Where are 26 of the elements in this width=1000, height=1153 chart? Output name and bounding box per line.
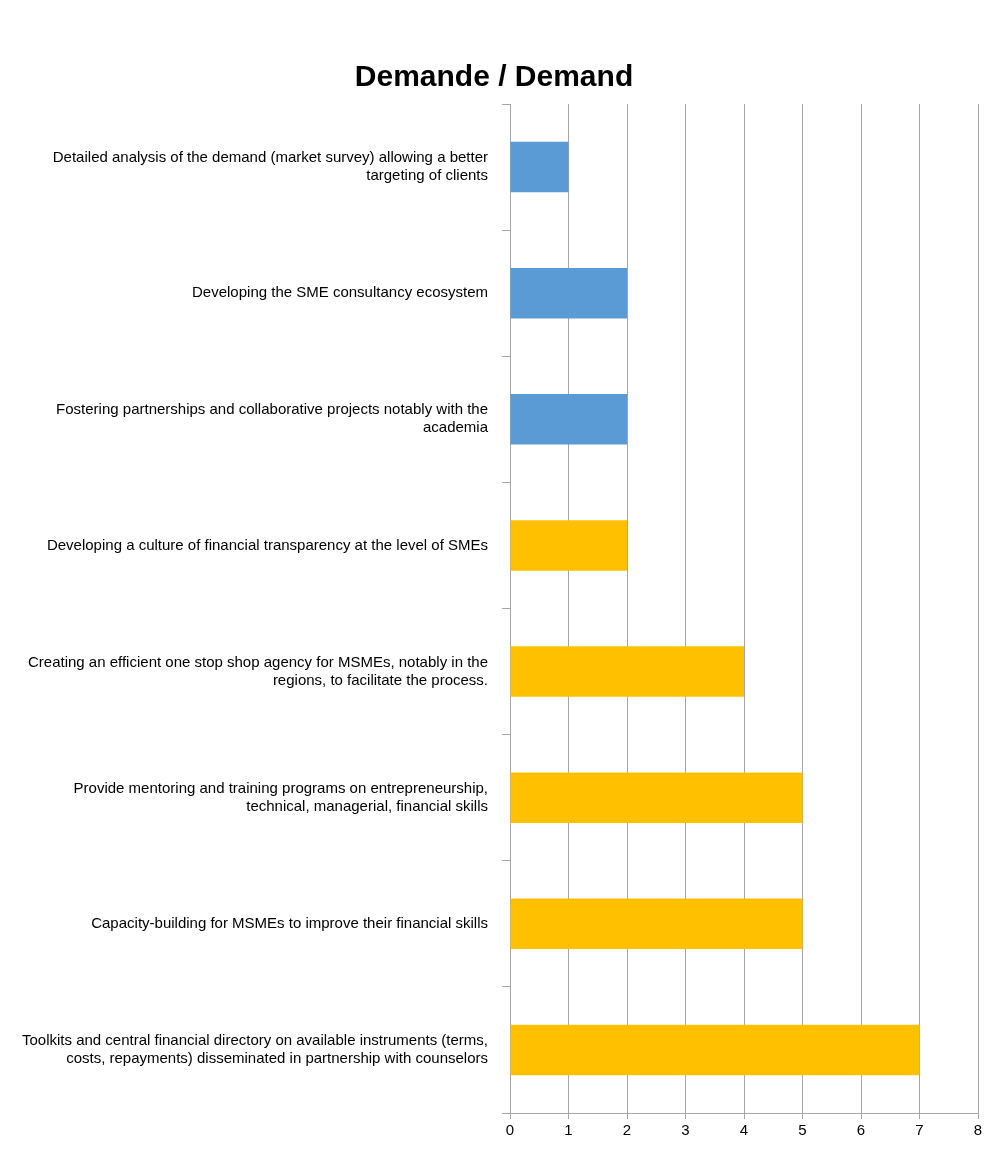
y-tick-label: Detailed analysis of the demand (market survey) allowing a better targeting of clients (52, 148, 488, 184)
y-tick-label: Developing the SME consultancy ecosystem (192, 283, 488, 301)
bar (510, 1024, 920, 1076)
bar (510, 898, 803, 950)
chart-title: Demande / Demand (354, 59, 634, 93)
y-tick-label: Toolkits and central financial directory on available instruments (terms, costs, repayments) disseminated in partnership with counselors (21, 1031, 488, 1067)
bar (510, 520, 627, 571)
x-tick-label: 2 (622, 1121, 632, 1139)
x-tick-label: 0 (505, 1121, 515, 1139)
y-tick-label: Capacity-building for MSMEs to improve their financial skills (91, 913, 488, 931)
x-tick-label: 3 (681, 1121, 690, 1139)
y-tick-label: Developing a culture of financial transparency at the level of SMEs (46, 535, 488, 553)
y-tick-label: Creating an efficient one stop shop agency for MSMEs, notably in the regions, to facilitate the process. (28, 652, 488, 688)
bar (510, 394, 627, 445)
bar (510, 141, 569, 193)
x-tick-label: 1 (564, 1121, 573, 1139)
x-tick-label: 7 (915, 1121, 924, 1139)
x-tick-label: 5 (798, 1121, 807, 1139)
y-tick-label: Fostering partnerships and collaborative projects notably with the academia (56, 400, 489, 436)
x-tick-label: 4 (739, 1121, 749, 1139)
x-tick-label: 8 (973, 1121, 983, 1139)
bar (510, 772, 803, 823)
y-tick-label: Provide mentoring and training programs on entrepreneurship, technical, managerial, financial skills (73, 778, 488, 814)
bar (510, 646, 744, 697)
x-tick-label: 6 (856, 1121, 866, 1139)
bar (510, 267, 627, 319)
